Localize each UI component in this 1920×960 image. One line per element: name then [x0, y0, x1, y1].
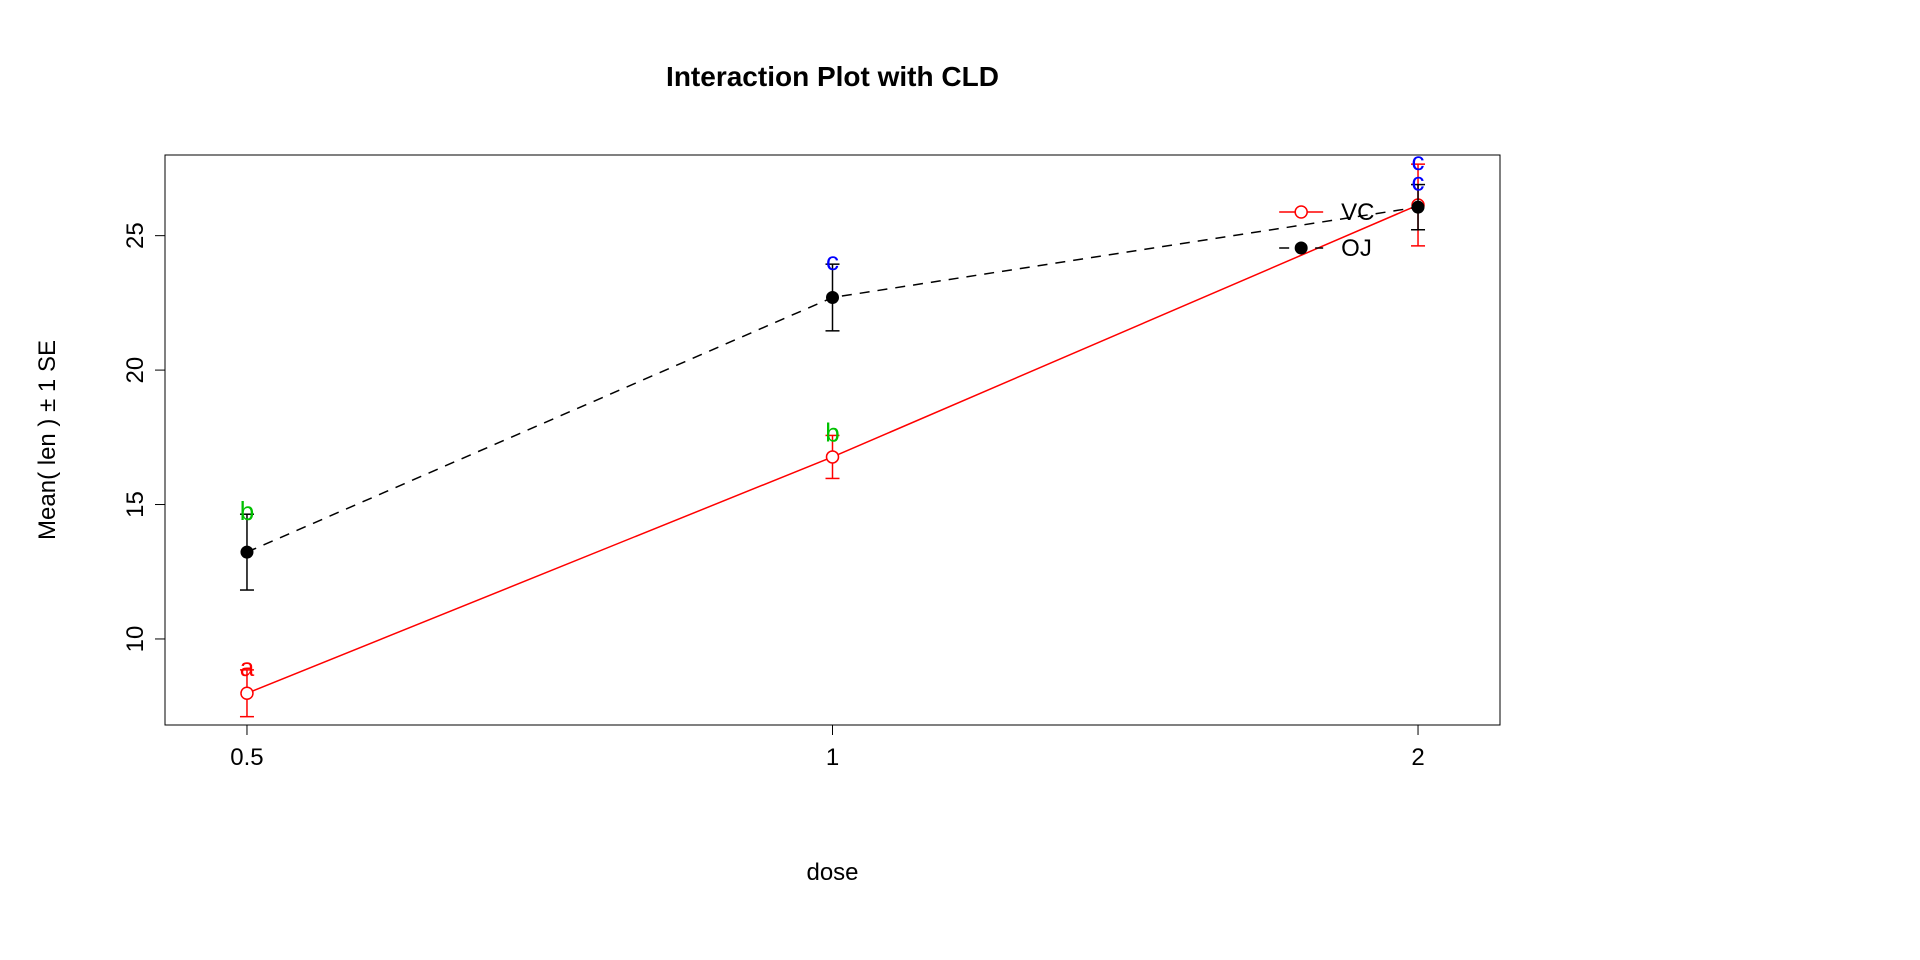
- x-tick-label: 2: [1411, 744, 1424, 771]
- cld-label: c: [1412, 167, 1425, 197]
- data-point: [241, 687, 253, 699]
- x-axis-label: dose: [806, 859, 858, 886]
- data-point: [241, 546, 253, 558]
- data-point: [827, 292, 839, 304]
- legend-marker: [1295, 206, 1307, 218]
- legend-marker: [1295, 242, 1307, 254]
- data-point: [827, 451, 839, 463]
- y-axis-label: Mean( len ) ± 1 SE: [34, 340, 61, 540]
- cld-label: a: [240, 652, 255, 682]
- interaction-plot: Interaction Plot with CLD dose Mean( len )…: [0, 0, 1920, 960]
- cld-label: b: [825, 417, 839, 447]
- legend-label: VC: [1341, 199, 1374, 226]
- chart-title: Interaction Plot with CLD: [666, 61, 999, 92]
- legend-label: OJ: [1341, 235, 1372, 262]
- y-tick-label: 15: [122, 491, 149, 518]
- data-point: [1412, 201, 1424, 213]
- cld-label: c: [826, 246, 839, 276]
- y-tick-label: 25: [122, 222, 149, 249]
- x-tick-label: 0.5: [230, 744, 263, 771]
- cld-label: b: [240, 496, 254, 526]
- x-tick-label: 1: [826, 744, 839, 771]
- y-tick-label: 10: [122, 626, 149, 653]
- y-tick-label: 20: [122, 357, 149, 384]
